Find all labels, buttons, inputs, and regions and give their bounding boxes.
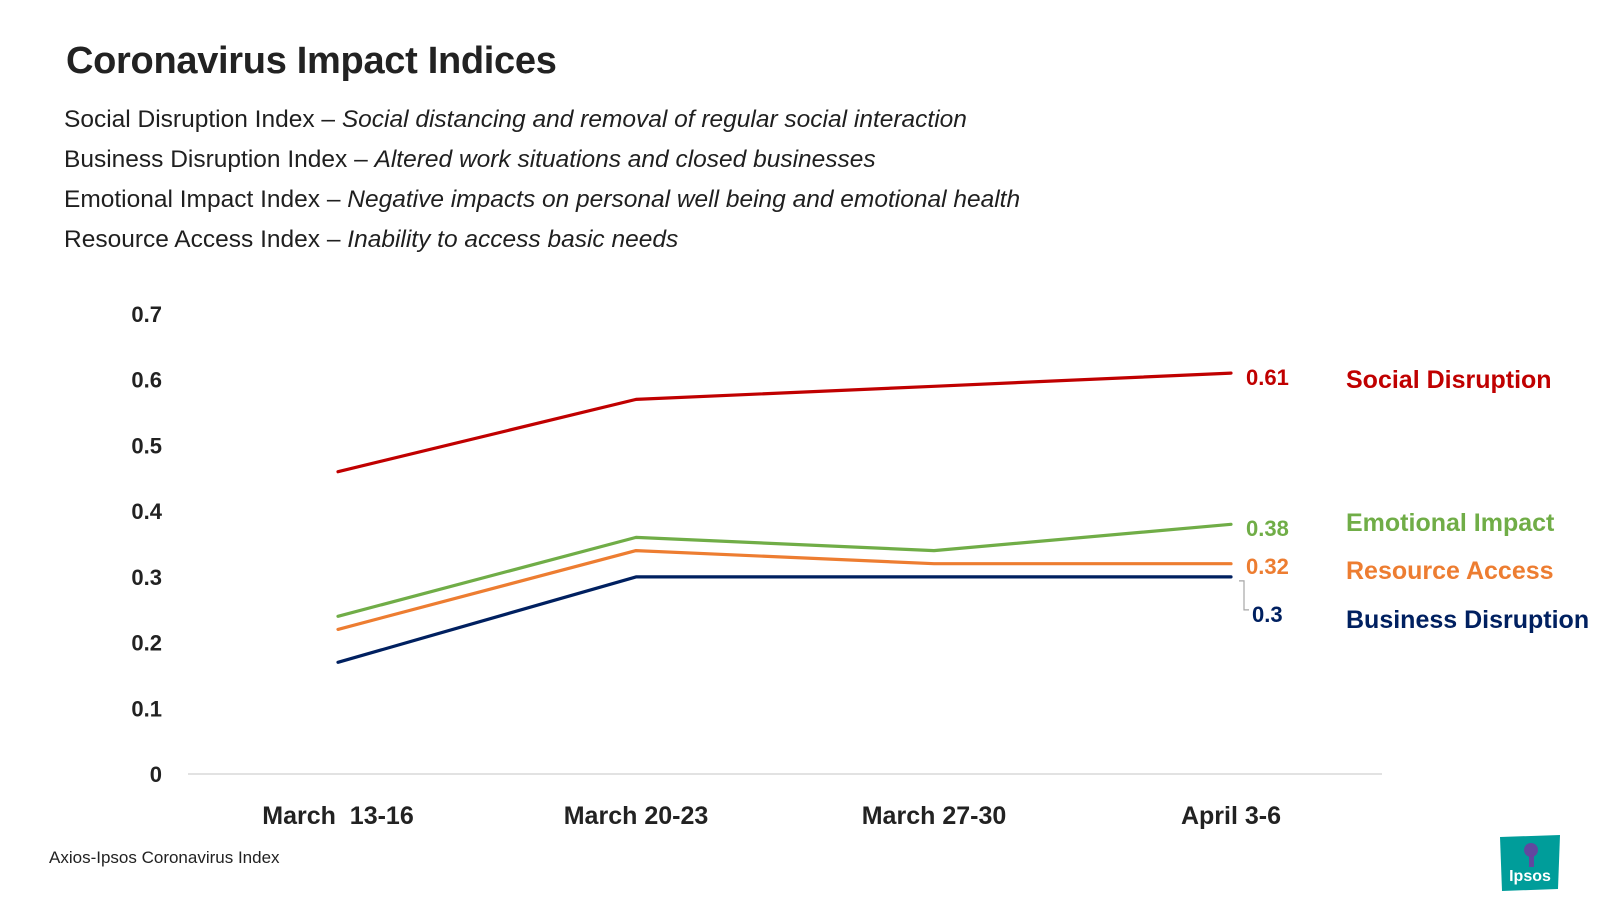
index-definitions: Social Disruption Index – Social distanc… bbox=[64, 100, 1020, 260]
series-name-label: Business Disruption bbox=[1346, 606, 1589, 634]
logo-shape bbox=[1500, 835, 1560, 891]
series-name-label: Social Disruption bbox=[1346, 366, 1552, 394]
y-tick-label: 0.1 bbox=[131, 696, 162, 721]
definition-row: Resource Access Index – Inability to acc… bbox=[64, 220, 1020, 260]
series-name-label: Resource Access bbox=[1346, 557, 1554, 585]
source-note: Axios-Ipsos Coronavirus Index bbox=[49, 848, 280, 867]
definition-separator: – bbox=[320, 186, 348, 213]
x-tick-label: March 20-23 bbox=[564, 802, 709, 830]
series-line-business-disruption bbox=[336, 575, 1233, 664]
ipsos-logo: Ipsos bbox=[1500, 835, 1560, 891]
series-line-emotional-impact bbox=[336, 522, 1233, 618]
y-tick-label: 0.3 bbox=[131, 565, 162, 590]
data-label: 0.3 bbox=[1252, 602, 1283, 627]
definition-separator: – bbox=[320, 226, 348, 253]
y-tick-label: 0 bbox=[150, 762, 162, 787]
y-tick-label: 0.2 bbox=[131, 631, 162, 656]
definition-name: Emotional Impact Index bbox=[64, 186, 321, 213]
x-tick-label: March 27-30 bbox=[862, 802, 1007, 830]
definition-name: Resource Access Index bbox=[64, 226, 321, 253]
y-tick-label: 0.6 bbox=[131, 368, 162, 393]
x-tick-label: April 3-6 bbox=[1181, 802, 1281, 830]
data-label-leader-line bbox=[1239, 580, 1249, 611]
data-label: 0.38 bbox=[1246, 516, 1289, 541]
definition-row: Social Disruption Index – Social distanc… bbox=[64, 100, 1020, 140]
y-tick-label: 0.5 bbox=[131, 433, 162, 458]
definition-description: Social distancing and removal of regular… bbox=[341, 106, 967, 133]
definition-description: Altered work situations and closed busin… bbox=[374, 146, 876, 173]
data-label: 0.32 bbox=[1246, 554, 1289, 579]
x-tick-label: March 13-16 bbox=[262, 802, 413, 830]
y-tick-label: 0.7 bbox=[131, 302, 162, 327]
logo-text: Ipsos bbox=[1509, 868, 1551, 885]
definition-row: Business Disruption Index – Altered work… bbox=[64, 140, 1020, 180]
definition-separator: – bbox=[314, 106, 342, 133]
data-label: 0.61 bbox=[1246, 365, 1289, 390]
y-tick-label: 0.4 bbox=[131, 499, 162, 524]
series-name-label: Emotional Impact bbox=[1346, 509, 1555, 537]
definition-row: Emotional Impact Index – Negative impact… bbox=[64, 180, 1020, 220]
definition-description: Negative impacts on personal well being … bbox=[347, 186, 1021, 213]
chart-title: Coronavirus Impact Indices bbox=[66, 40, 557, 82]
definition-description: Inability to access basic needs bbox=[347, 226, 679, 253]
series-line-resource-access bbox=[336, 548, 1233, 632]
definition-separator: – bbox=[347, 146, 375, 173]
series-line-social-disruption bbox=[336, 371, 1233, 474]
definition-name: Business Disruption Index bbox=[64, 146, 348, 173]
definition-name: Social Disruption Index bbox=[64, 106, 315, 133]
